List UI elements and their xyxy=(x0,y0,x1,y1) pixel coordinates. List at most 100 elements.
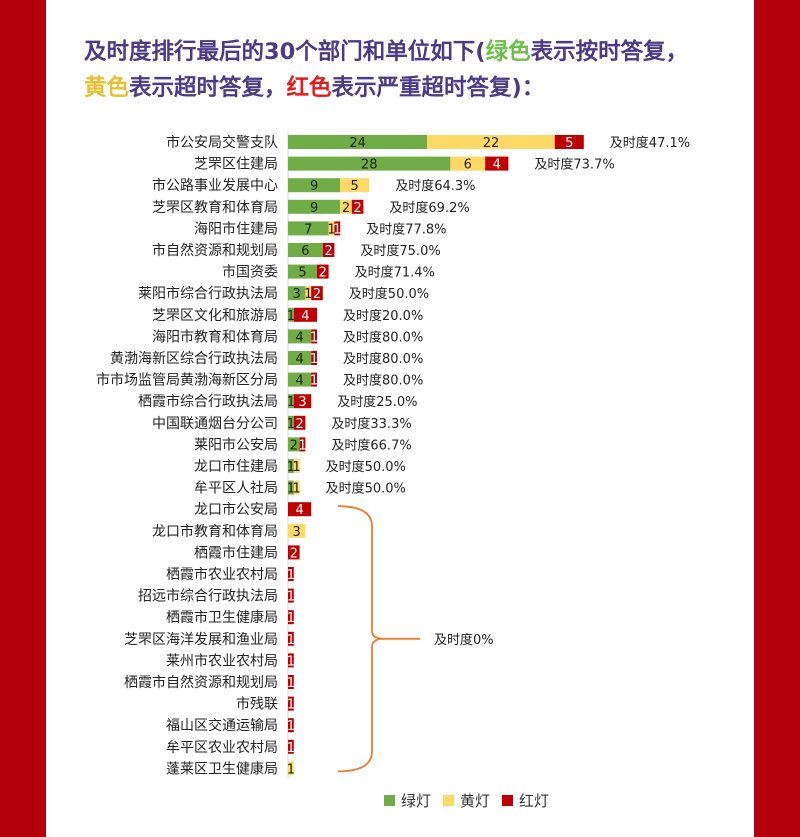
category-label: 栖霞市综合行政执法局 xyxy=(138,393,278,410)
bar-segment xyxy=(288,588,294,603)
data-label: 5 xyxy=(298,266,306,281)
data-label: 1 xyxy=(287,762,295,777)
bar-segment xyxy=(288,243,323,257)
bar-segment xyxy=(288,135,428,149)
data-label: 1 xyxy=(287,309,295,324)
bar-segment xyxy=(293,480,300,495)
annotation-label: 及时度80.0% xyxy=(343,373,423,389)
bar-segment xyxy=(293,415,306,430)
bar-segment xyxy=(293,307,317,322)
bar-segment xyxy=(288,199,341,214)
data-label: 1 xyxy=(298,438,306,453)
bar-segment xyxy=(288,307,294,322)
data-label: 1 xyxy=(287,611,295,626)
group-annotation-label: 及时度0% xyxy=(434,632,494,648)
annotation-label: 及时度77.8% xyxy=(366,221,446,237)
data-label: 4 xyxy=(295,352,303,367)
data-label: 1 xyxy=(287,719,295,734)
right-border-bar xyxy=(754,0,800,837)
bar-segment xyxy=(288,502,312,517)
bar-segment xyxy=(288,437,300,452)
bar-segment xyxy=(288,480,294,495)
chart-title: 及时度排行最后的30个部门和单位如下(绿色表示按时答复， 黄色表示超时答复，红色表… xyxy=(84,34,734,106)
bar-segment xyxy=(311,372,317,387)
bar-segment xyxy=(293,459,300,473)
data-label: 1 xyxy=(287,741,295,756)
data-label: 2 xyxy=(324,244,332,259)
bar-segment xyxy=(288,761,294,776)
bar-segment xyxy=(427,135,555,149)
data-label: 1 xyxy=(287,417,295,432)
bar-segment xyxy=(288,675,294,689)
category-label: 栖霞市自然资源和规划局 xyxy=(124,674,278,691)
bar-segment xyxy=(288,610,294,625)
category-label: 芝罘区住建局 xyxy=(194,157,278,173)
annotation-label: 及时度71.4% xyxy=(355,265,435,281)
data-label: 1 xyxy=(310,352,318,367)
bar-segment xyxy=(288,631,294,646)
legend-swatch-green xyxy=(384,795,395,806)
title-green-word: 绿色 xyxy=(485,39,531,65)
data-label: 28 xyxy=(361,158,378,173)
data-label: 1 xyxy=(287,568,295,583)
data-label: 1 xyxy=(310,374,318,389)
bar-segment xyxy=(288,156,451,171)
data-label: 2 xyxy=(319,266,327,281)
category-label: 海阳市住建局 xyxy=(194,220,278,237)
data-label: 1 xyxy=(287,590,295,605)
data-label: 4 xyxy=(301,309,309,324)
bar-segment xyxy=(450,156,486,171)
category-label: 市国资委 xyxy=(222,264,278,281)
bar-segment xyxy=(485,156,509,171)
legend-item-yellow: 黄灯 xyxy=(443,790,490,811)
category-label: 龙口市公安局 xyxy=(194,501,278,518)
data-label: 2 xyxy=(313,287,321,302)
category-label: 蓬莱区卫生健康局 xyxy=(166,760,278,777)
bar-segment xyxy=(288,567,294,581)
category-label: 栖霞市农业农村局 xyxy=(166,566,278,583)
data-label: 4 xyxy=(295,503,303,518)
data-label: 22 xyxy=(483,136,500,151)
category-label: 市残联 xyxy=(236,696,278,713)
bar-segment xyxy=(340,178,370,193)
category-label: 栖霞市卫生健康局 xyxy=(166,609,278,626)
bar-segment xyxy=(288,696,294,711)
category-label: 芝罘区海洋发展和渔业局 xyxy=(124,632,278,648)
data-label: 4 xyxy=(295,330,303,345)
legend-label-green: 绿灯 xyxy=(401,792,432,810)
data-label: 1 xyxy=(287,676,295,691)
title-part2: 表示按时答复， xyxy=(530,39,689,65)
bar-segment xyxy=(288,221,329,236)
left-border-bar xyxy=(0,0,46,837)
bar-segment xyxy=(288,394,294,409)
annotation-label: 及时度50.0% xyxy=(326,459,406,475)
bar-segment xyxy=(288,523,306,538)
annotation-label: 及时度69.2% xyxy=(389,200,469,216)
category-label: 牟平区人社局 xyxy=(194,481,278,497)
data-label: 9 xyxy=(310,179,318,194)
data-label: 24 xyxy=(349,136,366,151)
bar-segment xyxy=(351,199,364,214)
bar-segment xyxy=(288,415,294,430)
data-label: 6 xyxy=(301,244,309,259)
bar-segment xyxy=(340,199,352,214)
data-label: 6 xyxy=(464,158,472,173)
category-label: 福山区交通运输局 xyxy=(166,717,278,734)
legend-swatch-yellow xyxy=(443,795,455,806)
bar-segment xyxy=(322,243,335,257)
data-label: 1 xyxy=(293,460,301,475)
bar-segment xyxy=(305,286,312,301)
data-label: 1 xyxy=(287,654,295,669)
data-label: 7 xyxy=(304,222,312,237)
data-label: 2 xyxy=(295,417,303,432)
annotation-label: 及时度80.0% xyxy=(343,351,423,367)
data-label: 5 xyxy=(351,179,359,194)
data-label: 1 xyxy=(287,460,295,475)
group-brace xyxy=(337,505,385,773)
category-label: 招远市综合行政执法局 xyxy=(138,588,278,605)
category-label: 莱州市农业农村局 xyxy=(166,652,278,669)
annotation-label: 及时度25.0% xyxy=(337,394,417,410)
title-part3: 表示超时答复， xyxy=(129,75,287,101)
bar-segment xyxy=(288,178,341,193)
